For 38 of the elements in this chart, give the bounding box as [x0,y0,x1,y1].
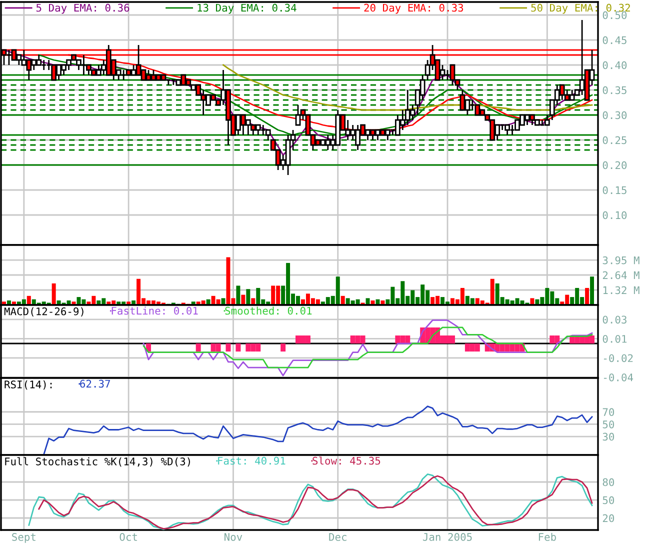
x-tick-label: Jan 2005 [422,533,472,541]
y-tick-label: 80 [602,478,614,486]
legend-label: Fast: 40.91 [218,456,286,465]
y-tick-label: 0.15 [602,186,626,194]
y-tick-label: 50 [602,496,614,504]
y-tick-label: -0.04 [604,373,634,382]
y-tick-label: 0.35 [602,86,626,94]
chart-title: Full Stochastic %K(14,3) %D(3) [5,457,190,467]
y-tick-label: -0.02 [604,354,633,362]
x-tick-label: Nov [224,533,242,541]
y-tick-label: 0.20 [602,161,627,170]
y-tick-label: 0.03 [602,316,626,324]
y-tick-label: 0.40 [602,61,627,70]
y-tick-label: 0.25 [602,136,626,144]
y-tick-label: 3.95 M [602,256,640,264]
y-tick-label: 70 [602,408,614,416]
y-tick-label: 20 [602,514,614,522]
y-tick-label: 2.64 M [602,271,640,280]
y-tick-label: 0.01 [602,334,627,343]
legend-label: Slow: 45.35 [312,456,380,465]
y-tick-label: 30 [602,432,614,441]
x-tick-label: Sept [12,533,36,543]
y-tick-label: 0.45 [602,36,626,44]
legend-label: FastLine: 0.01 [112,306,198,315]
y-tick-label: 1.32 M [603,286,640,294]
legend-label: 62.37 [80,380,110,388]
chart-title: RSI(14): [4,380,52,390]
chart-title: MACD(12-26-9) [4,307,84,317]
x-tick-label: Oct [120,533,137,541]
legend-label: 5 Day EMA: 0.36 [36,4,130,14]
y-tick-label: 50 [602,420,614,428]
legend-label: 13 Day EMA: 0.34 [198,4,296,14]
y-tick-label: 0.10 [602,211,627,220]
x-tick-label: Dec [329,533,346,541]
legend-label: 20 Day EMA: 0.33 [364,4,464,14]
x-tick-label: Feb [538,532,556,541]
legend-label: Smoothed: 0.01 [225,306,312,315]
y-tick-label: 0.30 [602,111,627,120]
